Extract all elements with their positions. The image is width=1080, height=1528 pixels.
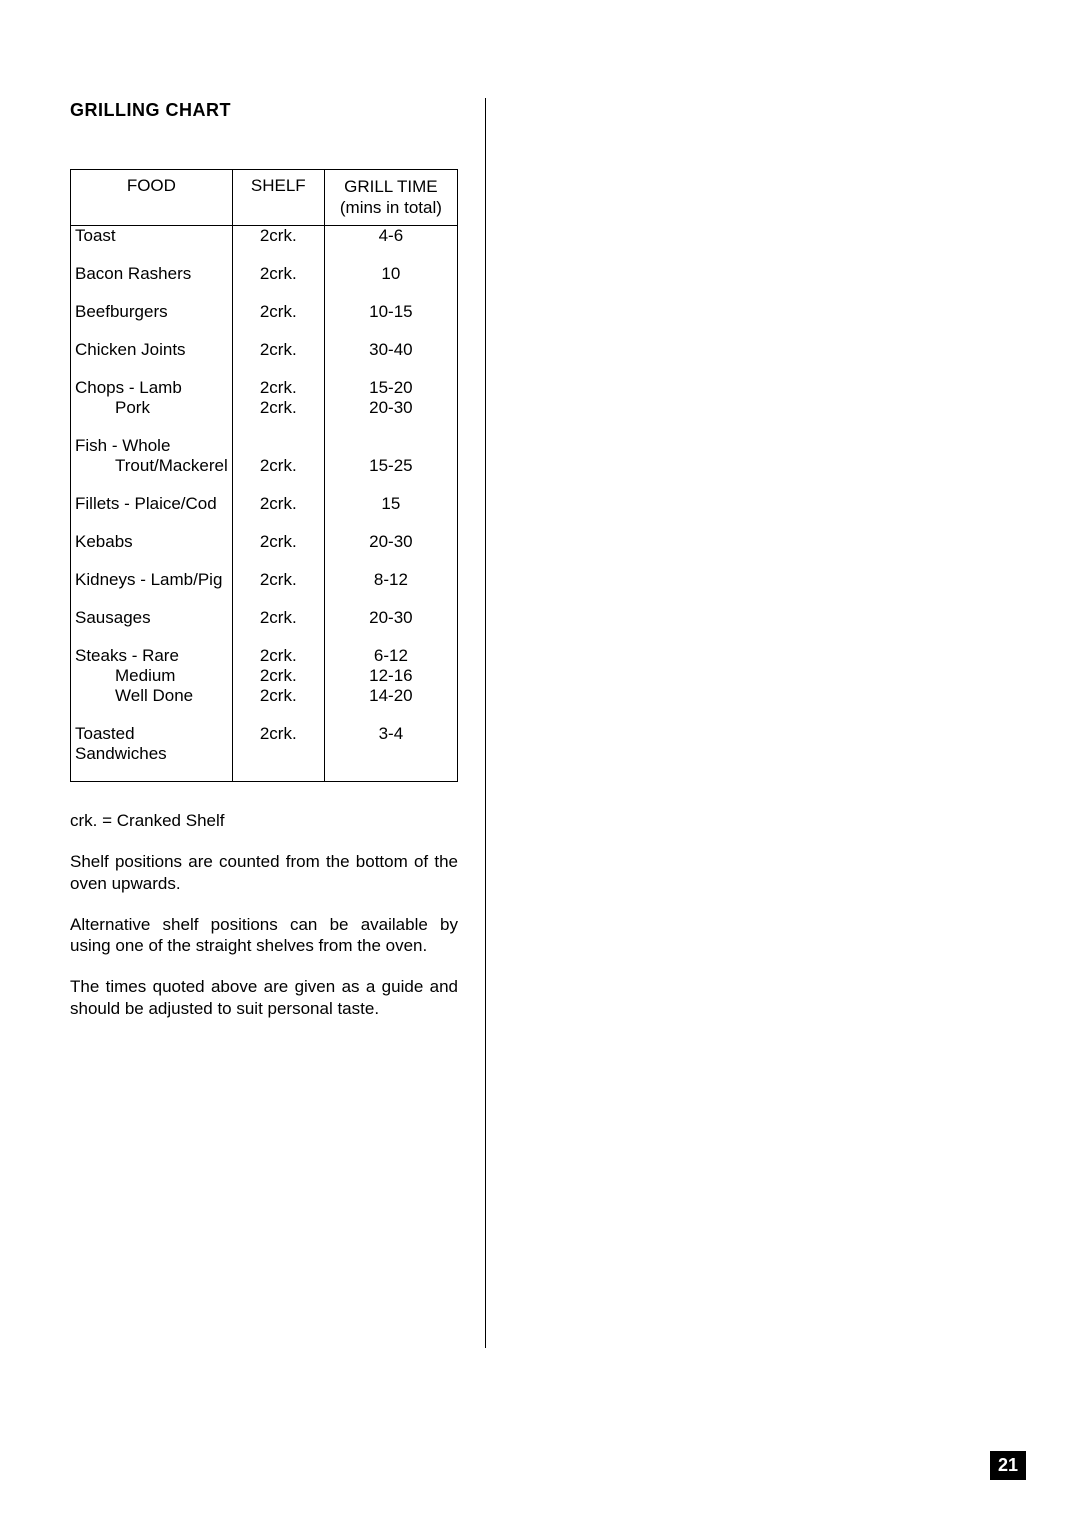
table-gap-row [71, 246, 458, 264]
cell-shelf: 2crk. [232, 378, 324, 398]
table-gap-row [71, 764, 458, 782]
cell-time: 4-6 [324, 225, 457, 246]
table-row: Pork2crk.20-30 [71, 398, 458, 418]
cell-time: 20-30 [324, 608, 457, 628]
cell-food: Well Done [71, 686, 233, 706]
cell-food: Fish - Whole [71, 436, 233, 456]
cell-time: 6-12 [324, 646, 457, 666]
note-paragraph: The times quoted above are given as a gu… [70, 976, 458, 1019]
table-row: Well Done2crk.14-20 [71, 686, 458, 706]
cell-shelf [232, 436, 324, 456]
cell-food: Trout/Mackerel [71, 456, 233, 476]
table-row: Kidneys - Lamb/Pig2crk.8-12 [71, 570, 458, 590]
cell-shelf: 2crk. [232, 225, 324, 246]
note-paragraph: Shelf positions are counted from the bot… [70, 851, 458, 894]
cell-food: Beefburgers [71, 302, 233, 322]
cell-food: Kidneys - Lamb/Pig [71, 570, 233, 590]
cell-food: Toast [71, 225, 233, 246]
cell-time: 20-30 [324, 398, 457, 418]
cell-time: 8-12 [324, 570, 457, 590]
table-row: Fillets - Plaice/Cod2crk.15 [71, 494, 458, 514]
table-gap-row [71, 590, 458, 608]
table-row: Fish - Whole [71, 436, 458, 456]
page: GRILLING CHART FOOD SHELF GRILL TIME (mi… [0, 0, 1080, 1528]
cell-shelf: 2crk. [232, 340, 324, 360]
cell-shelf: 2crk. [232, 646, 324, 666]
table-gap-row [71, 284, 458, 302]
table-row: Kebabs2crk.20-30 [71, 532, 458, 552]
cell-food: Bacon Rashers [71, 264, 233, 284]
cell-food: Sausages [71, 608, 233, 628]
table-gap-row [71, 628, 458, 646]
cell-shelf: 2crk. [232, 264, 324, 284]
table-gap-row [71, 706, 458, 724]
table-row: Beefburgers2crk.10-15 [71, 302, 458, 322]
cell-shelf: 2crk. [232, 570, 324, 590]
cell-food: Toasted Sandwiches [71, 724, 233, 764]
legend-text: crk. = Cranked Shelf [70, 810, 458, 831]
cell-time: 30-40 [324, 340, 457, 360]
col-header-time: GRILL TIME (mins in total) [324, 170, 457, 226]
table-row: Sausages2crk.20-30 [71, 608, 458, 628]
table-gap-row [71, 552, 458, 570]
cell-time: 15 [324, 494, 457, 514]
cell-time: 10 [324, 264, 457, 284]
cell-time [324, 436, 457, 456]
table-row: Steaks - Rare2crk.6-12 [71, 646, 458, 666]
column-divider [485, 98, 486, 1348]
table-row: Bacon Rashers2crk.10 [71, 264, 458, 284]
section-title: GRILLING CHART [70, 100, 458, 121]
grilling-table: FOOD SHELF GRILL TIME (mins in total) To… [70, 169, 458, 782]
cell-shelf: 2crk. [232, 398, 324, 418]
left-column: GRILLING CHART FOOD SHELF GRILL TIME (mi… [70, 100, 458, 1019]
table-header-row: FOOD SHELF GRILL TIME (mins in total) [71, 170, 458, 226]
cell-shelf: 2crk. [232, 456, 324, 476]
table-row: Chops - Lamb2crk.15-20 [71, 378, 458, 398]
cell-food: Chops - Lamb [71, 378, 233, 398]
page-number: 21 [990, 1451, 1026, 1480]
table-gap-row [71, 514, 458, 532]
cell-time: 12-16 [324, 666, 457, 686]
cell-food: Fillets - Plaice/Cod [71, 494, 233, 514]
cell-food: Chicken Joints [71, 340, 233, 360]
cell-shelf: 2crk. [232, 724, 324, 764]
table-gap-row [71, 360, 458, 378]
notes-block: crk. = Cranked Shelf Shelf positions are… [70, 810, 458, 1019]
cell-time: 15-20 [324, 378, 457, 398]
note-paragraph: Alternative shelf positions can be avail… [70, 914, 458, 957]
table-row: Toasted Sandwiches2crk.3-4 [71, 724, 458, 764]
cell-food: Pork [71, 398, 233, 418]
cell-time: 20-30 [324, 532, 457, 552]
cell-food: Kebabs [71, 532, 233, 552]
table-gap-row [71, 418, 458, 436]
table-row: Trout/Mackerel2crk.15-25 [71, 456, 458, 476]
cell-time: 14-20 [324, 686, 457, 706]
cell-shelf: 2crk. [232, 494, 324, 514]
table-row: Toast2crk.4-6 [71, 225, 458, 246]
col-header-shelf: SHELF [232, 170, 324, 226]
cell-shelf: 2crk. [232, 302, 324, 322]
cell-shelf: 2crk. [232, 686, 324, 706]
table-row: Medium2crk.12-16 [71, 666, 458, 686]
cell-food: Steaks - Rare [71, 646, 233, 666]
table-gap-row [71, 322, 458, 340]
table-gap-row [71, 476, 458, 494]
cell-shelf: 2crk. [232, 532, 324, 552]
col-header-time-line1: GRILL TIME [344, 177, 438, 196]
cell-shelf: 2crk. [232, 666, 324, 686]
cell-time: 3-4 [324, 724, 457, 764]
cell-shelf: 2crk. [232, 608, 324, 628]
cell-food: Medium [71, 666, 233, 686]
cell-time: 15-25 [324, 456, 457, 476]
col-header-time-line2: (mins in total) [340, 198, 442, 217]
table-row: Chicken Joints2crk.30-40 [71, 340, 458, 360]
cell-time: 10-15 [324, 302, 457, 322]
col-header-food: FOOD [71, 170, 233, 226]
